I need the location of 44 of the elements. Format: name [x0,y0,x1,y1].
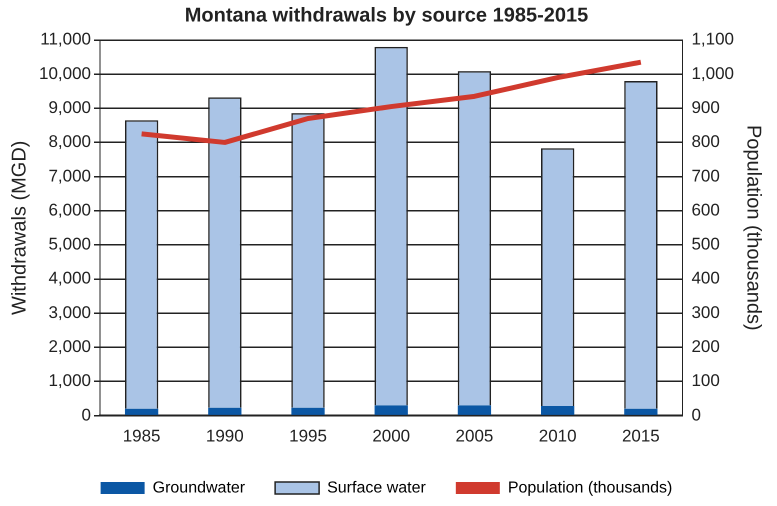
y2-tick-label: 0 [691,405,701,424]
y-axis-title: Withdrawals (MGD) [8,140,31,316]
legend-label: Groundwater [152,479,246,496]
bar [208,408,242,415]
legend-label: Population (thousands) [508,479,672,496]
y-tick-label: 6,000 [48,200,91,220]
y-tick-label: 3,000 [48,302,91,322]
x-tick-label: 2015 [622,426,660,446]
y2-tick-label: 100 [691,371,720,390]
y2-tick-label: 600 [691,200,720,220]
y-tick-label: 8,000 [48,132,91,152]
y2-tick-label: 300 [691,302,720,322]
y-tick-label: 9,000 [48,98,91,117]
y2-tick-label: 800 [691,132,720,152]
x-tick-label: 1985 [122,426,161,446]
x-tick-label: 2005 [456,426,494,446]
bar [291,408,325,415]
y2-tick-label: 700 [691,166,720,186]
bar [458,405,492,415]
y2-tick-label: 200 [691,336,720,356]
legend-label: Surface water [327,479,426,496]
y-tick-label: 10,000 [38,64,91,83]
y-tick-label: 7,000 [48,166,91,186]
y-tick-label: 1,000 [48,371,91,390]
y-tick-label: 5,000 [48,234,91,254]
bar [541,406,574,415]
x-tick-label: 2010 [538,426,577,446]
y2-tick-label: 1,100 [691,30,734,49]
y2-tick-label: 1,000 [691,64,734,83]
y2-tick-label: 400 [691,268,720,288]
x-tick-label: 2000 [372,426,410,446]
x-tick-label: 1990 [206,426,244,446]
x-tick-label: 1995 [289,426,327,446]
y2-axis-title: Population (thousands) [742,124,764,331]
chart-title: Montana withdrawals by source 1985-2015 [184,4,588,27]
y-tick-label: 11,000 [40,30,91,49]
y-tick-label: 2,000 [48,336,91,356]
bar [374,405,408,415]
bar [624,408,658,415]
y-tick-label: 4,000 [48,268,91,288]
bar [124,408,158,415]
y2-tick-label: 500 [691,234,720,254]
y2-tick-label: 900 [691,98,720,117]
y-tick-label: 0 [82,405,91,424]
